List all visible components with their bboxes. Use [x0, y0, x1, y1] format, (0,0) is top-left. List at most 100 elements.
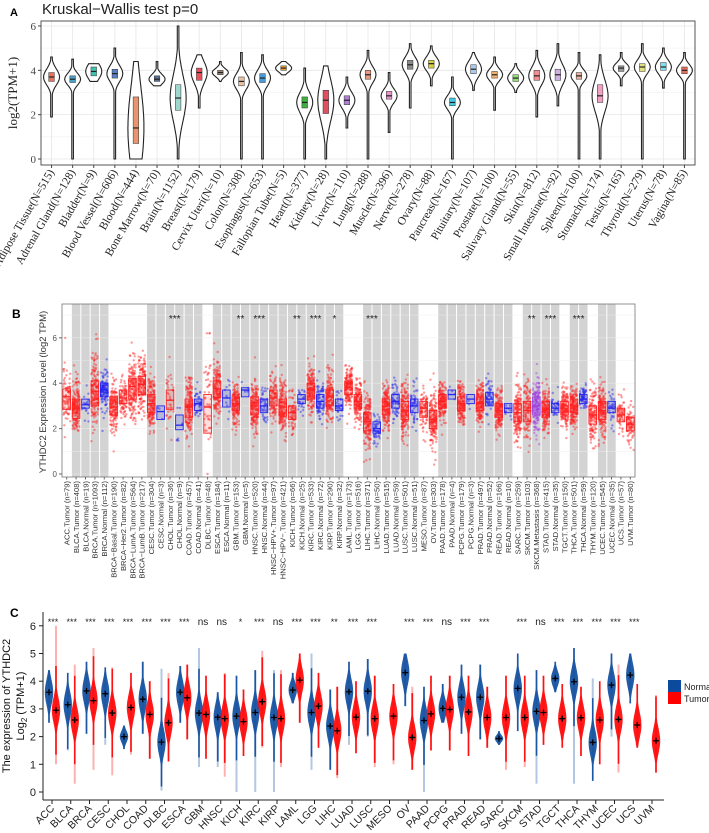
data-point [278, 421, 281, 424]
data-point [75, 381, 78, 384]
data-point [149, 430, 152, 433]
data-point [77, 393, 81, 396]
data-point [128, 363, 131, 366]
data-point [92, 406, 95, 409]
data-point [100, 401, 104, 404]
box [175, 414, 184, 431]
data-point [134, 363, 137, 366]
data-point [74, 405, 77, 409]
data-point [266, 418, 269, 421]
significance-label: ** [293, 314, 301, 325]
data-point [270, 385, 273, 388]
data-point [113, 391, 117, 394]
shaded-band [579, 304, 588, 477]
data-point [111, 376, 115, 379]
data-point [102, 392, 106, 396]
data-point [120, 407, 123, 410]
significance-label: ** [237, 314, 245, 325]
data-point [113, 380, 116, 383]
data-point [133, 355, 136, 358]
data-point [190, 432, 193, 436]
data-point [77, 392, 80, 395]
data-point [213, 415, 216, 418]
data-point [115, 415, 119, 418]
data-point [123, 415, 127, 418]
data-point [197, 395, 201, 398]
data-point [344, 364, 348, 367]
shaded-band [400, 304, 410, 477]
data-point [65, 411, 68, 414]
data-point [113, 416, 116, 420]
data-point [73, 402, 77, 406]
data-point [101, 384, 104, 387]
data-point [430, 433, 434, 436]
data-point [141, 349, 145, 352]
shaded-band [457, 304, 466, 477]
shaded-band [147, 304, 156, 477]
data-point [77, 429, 80, 432]
data-point [69, 420, 72, 423]
data-point [429, 429, 432, 432]
data-point [228, 384, 231, 387]
data-point [134, 422, 137, 426]
data-point [96, 408, 100, 411]
data-point [114, 425, 118, 429]
data-point [114, 419, 117, 422]
x-tick-label: PCPG.Tumor (n=179) [457, 481, 466, 555]
data-point [96, 411, 99, 414]
data-point [75, 427, 78, 430]
data-point [121, 398, 124, 402]
data-point [101, 400, 105, 403]
x-tick-label: LIHC.Normal (n=50) [372, 481, 381, 550]
data-point [68, 389, 71, 393]
data-point [178, 406, 182, 410]
data-point [422, 426, 425, 429]
data-point [97, 370, 100, 374]
data-point [75, 389, 78, 392]
data-point [83, 419, 87, 422]
data-point [261, 386, 264, 389]
data-point [112, 420, 115, 423]
data-point [236, 387, 239, 390]
data-point [364, 397, 367, 401]
data-point [105, 392, 108, 395]
data-point [84, 402, 87, 405]
data-point [102, 391, 105, 394]
data-point [176, 406, 179, 409]
data-point [411, 425, 414, 429]
data-point [103, 391, 107, 394]
panel-b-ylabel: YTHDC2 Expression Level (log2 TPM) [38, 311, 49, 473]
data-point [94, 411, 98, 414]
data-point [335, 416, 339, 419]
data-point [422, 384, 425, 387]
data-point [91, 371, 94, 374]
data-point [72, 389, 75, 392]
y-tick-label: 0 [31, 154, 37, 166]
data-point [113, 417, 116, 420]
data-point [93, 382, 96, 386]
data-point [123, 384, 127, 388]
box [240, 387, 250, 398]
data-point [368, 403, 371, 406]
data-point [216, 350, 219, 354]
data-point [251, 387, 254, 390]
data-point [95, 386, 99, 389]
data-point [110, 420, 113, 423]
data-point [100, 398, 103, 401]
data-point [100, 386, 104, 390]
data-point [189, 376, 193, 379]
data-point [331, 380, 335, 383]
data-point [74, 424, 78, 427]
data-point [122, 413, 125, 416]
data-point [112, 383, 115, 386]
data-point [93, 394, 97, 398]
data-point [143, 414, 146, 418]
data-point [434, 405, 437, 408]
data-point [113, 390, 116, 393]
data-point [65, 399, 69, 402]
data-point [382, 429, 385, 433]
data-point [63, 336, 67, 340]
data-point [308, 413, 311, 416]
data-point [105, 372, 108, 376]
data-point [74, 419, 78, 422]
